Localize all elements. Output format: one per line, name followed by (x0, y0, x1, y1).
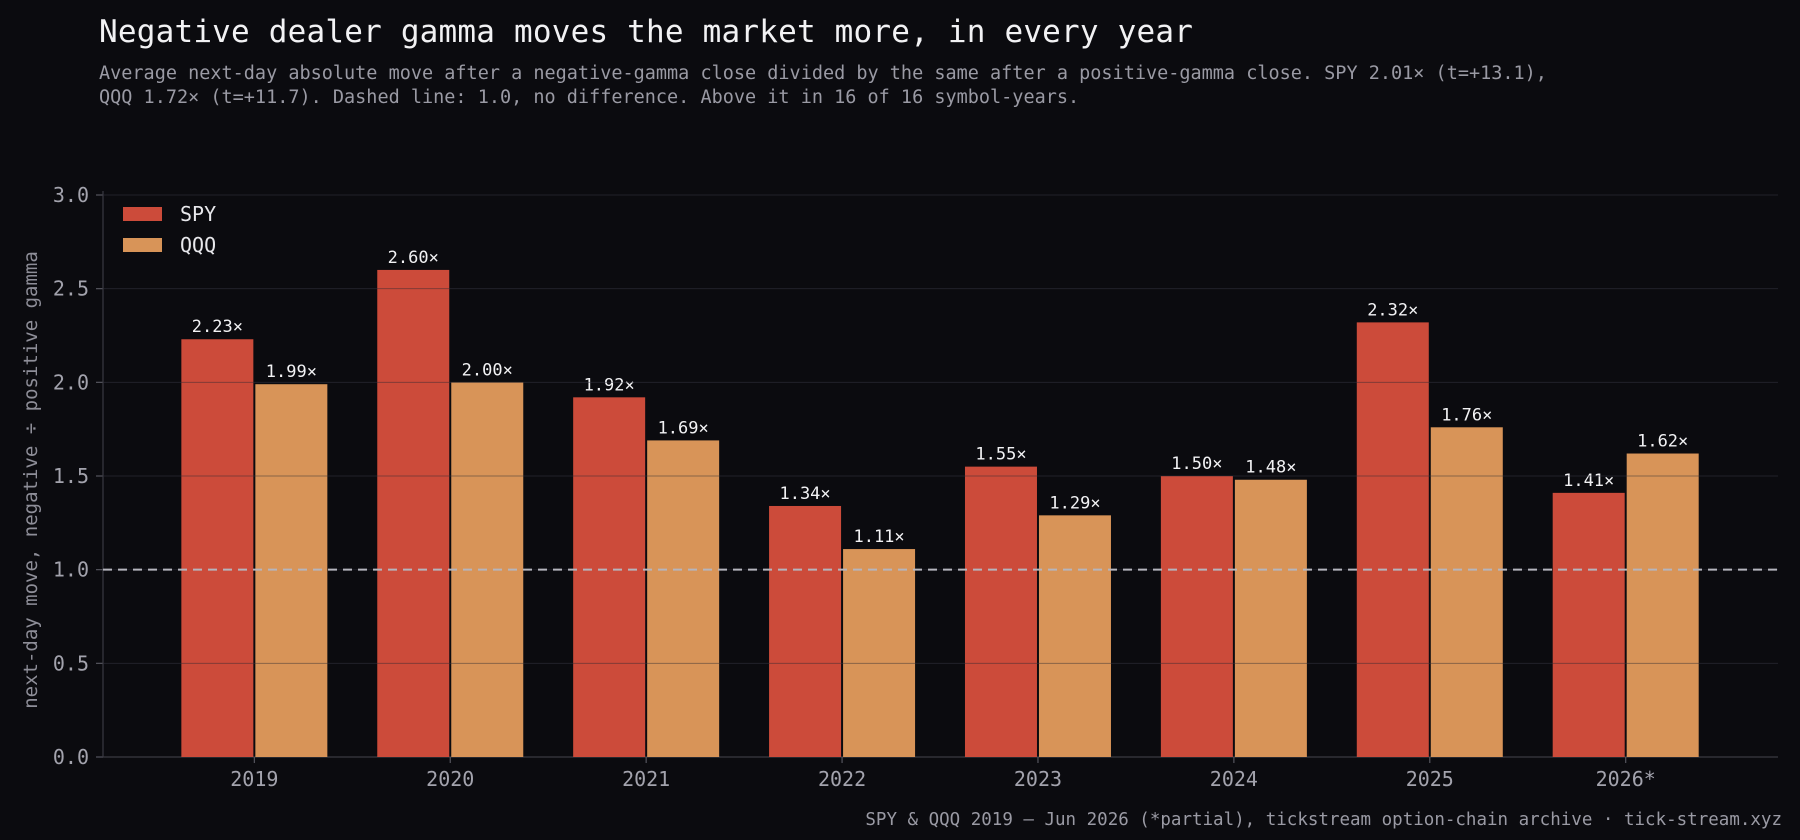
chart-subtitle: Average next-day absolute move after a n… (99, 62, 1739, 110)
x-tick-label-4: 2023 (1014, 767, 1062, 791)
bar-qqq-2026 (1626, 453, 1699, 757)
bar-spy-2023 (964, 466, 1037, 757)
bar-spy-2019 (181, 339, 254, 757)
y-axis-title: next-day move, negative ÷ positive gamma (20, 251, 42, 709)
y-tick-label-2: 1.0 (53, 558, 89, 582)
bar-label-spy-2026: 1.41× (1563, 471, 1614, 491)
bar-label-qqq-2026: 1.62× (1637, 432, 1688, 452)
legend-swatch-spy (123, 207, 162, 221)
x-tick-label-3: 2022 (818, 767, 866, 791)
bar-qqq-2021 (647, 440, 720, 757)
bar-spy-2024 (1160, 476, 1233, 757)
bar-qqq-2023 (1038, 515, 1111, 757)
bar-label-spy-2025: 2.32× (1367, 300, 1418, 320)
y-tick-label-1: 0.5 (53, 651, 89, 675)
legend-label-qqq: QQQ (180, 233, 216, 257)
y-tick-label-4: 2.0 (53, 370, 89, 394)
chart-title: Negative dealer gamma moves the market m… (99, 14, 1194, 50)
bar-label-spy-2022: 1.34× (779, 484, 830, 504)
bar-label-spy-2024: 1.50× (1171, 454, 1222, 474)
bar-label-qqq-2022: 1.11× (853, 527, 904, 547)
x-tick-label-7: 2026* (1596, 767, 1656, 791)
y-tick-label-5: 2.5 (53, 277, 89, 301)
bar-label-qqq-2020: 2.00× (462, 360, 513, 380)
legend-swatch-qqq (123, 238, 162, 252)
subtitle-line-2: QQQ 1.72× (t=+11.7). Dashed line: 1.0, n… (99, 87, 1080, 108)
y-tick-label-0: 0.0 (53, 745, 89, 769)
bar-label-qqq-2024: 1.48× (1245, 458, 1296, 478)
bar-qqq-2025 (1430, 427, 1503, 757)
legend-label-spy: SPY (180, 202, 216, 226)
x-tick-label-5: 2024 (1210, 767, 1258, 791)
y-tick-label-6: 3.0 (53, 183, 89, 207)
bar-label-qqq-2019: 1.99× (266, 362, 317, 382)
bar-spy-2022 (769, 505, 842, 757)
bar-label-qqq-2023: 1.29× (1049, 493, 1100, 513)
x-tick-label-0: 2019 (230, 767, 278, 791)
x-tick-label-1: 2020 (426, 767, 474, 791)
subtitle-line-1: Average next-day absolute move after a n… (99, 63, 1547, 84)
bar-label-spy-2020: 2.60× (388, 248, 439, 268)
bar-spy-2026 (1552, 492, 1625, 757)
bar-label-spy-2019: 2.23× (192, 317, 243, 337)
bar-spy-2020 (377, 269, 450, 757)
y-tick-label-3: 1.5 (53, 464, 89, 488)
bar-label-qqq-2021: 1.69× (658, 418, 709, 438)
bar-spy-2021 (573, 397, 646, 757)
bar-label-qqq-2025: 1.76× (1441, 405, 1492, 425)
bar-qqq-2024 (1234, 479, 1307, 757)
bar-qqq-2022 (843, 549, 916, 757)
x-tick-label-2: 2021 (622, 767, 670, 791)
bar-spy-2025 (1356, 322, 1429, 757)
source-note: SPY & QQQ 2019 – Jun 2026 (*partial), ti… (865, 810, 1782, 830)
x-tick-label-6: 2025 (1406, 767, 1454, 791)
bar-label-spy-2021: 1.92× (584, 375, 635, 395)
bar-label-spy-2023: 1.55× (975, 445, 1026, 465)
